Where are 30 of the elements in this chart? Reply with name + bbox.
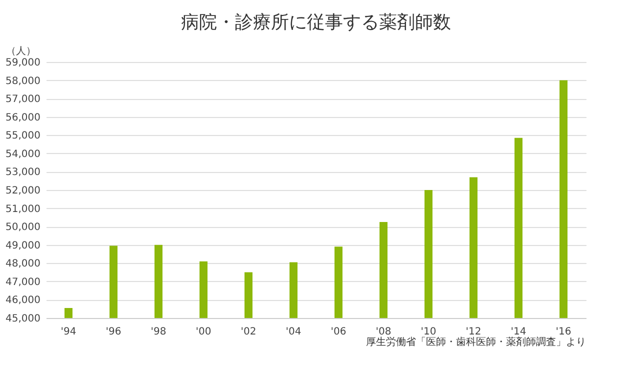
x-tick-label: '94 [60, 326, 76, 338]
y-tick-label: 48,000 [6, 258, 40, 270]
y-tick-label: 55,000 [6, 130, 40, 142]
x-tick-label: '96 [106, 326, 122, 338]
y-tick-label: 54,000 [6, 148, 40, 160]
y-tick-label: 53,000 [6, 167, 40, 178]
x-tick-label: '04 [286, 326, 302, 338]
y-tick-label: 52,000 [6, 186, 40, 196]
text: 厚生労働省「医師・歯科医師・薬剤師調査」より [366, 336, 586, 348]
chart-title: 病院・診療所に従事する薬剤師数 [181, 12, 451, 33]
x-tick-label: '06 [330, 326, 346, 338]
x-tick-label: '14 [510, 326, 526, 338]
y-tick-label: 59,000 [6, 58, 40, 68]
x-tick-label: '00 [196, 326, 212, 338]
x-tick-label: '98 [150, 326, 166, 338]
x-tick-label: '12 [466, 326, 482, 338]
y-tick-label: 50,000 [6, 222, 40, 234]
x-tick-label: '02 [240, 326, 256, 338]
y-tick-label: 57,000 [6, 94, 40, 106]
y-tick-label: 49,000 [6, 240, 40, 252]
x-tick-label: '08 [376, 326, 392, 338]
y-tick-label: 45,000 [6, 314, 40, 324]
y-tick-label: 51,000 [6, 204, 40, 215]
y-tick-label: 58,000 [6, 76, 40, 87]
y-axis-title: （人） [6, 46, 36, 57]
x-tick-label: '10 [420, 326, 436, 338]
y-tick-label: 47,000 [6, 276, 40, 288]
y-tick-label: 56,000 [6, 112, 40, 124]
y-tick-label: 46,000 [6, 295, 40, 306]
x-tick-label: '16 [556, 326, 572, 338]
